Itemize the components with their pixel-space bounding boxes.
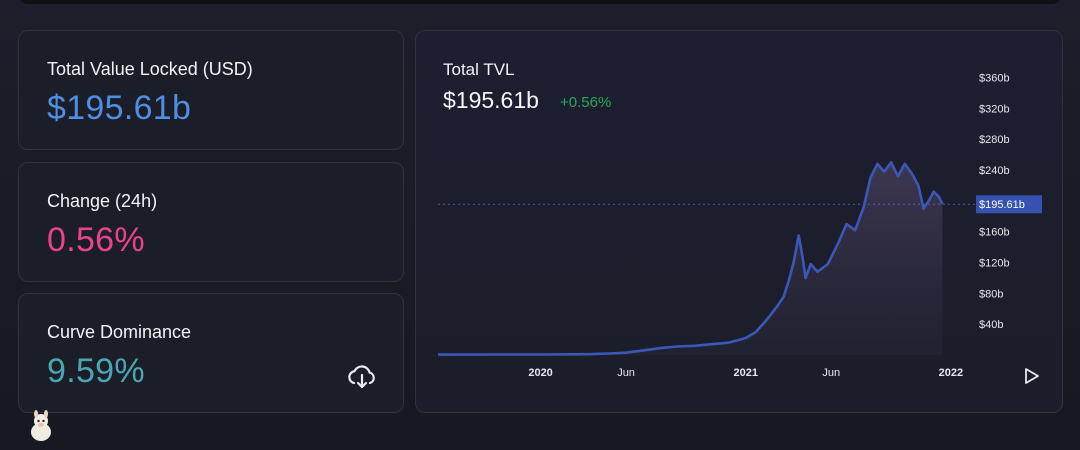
y-tick-label: $280b (979, 134, 1010, 146)
y-tick-label: $120b (979, 258, 1010, 270)
y-tick-label: $80b (979, 288, 1003, 300)
tvl-value: $195.61b (47, 89, 192, 127)
y-tick-label: $360b (979, 73, 1010, 85)
tvl-label: Total Value Locked (USD) (47, 59, 253, 79)
tvl-chart: $195.61b $360b $320b $280b $240b $160b $120b $… (437, 73, 1042, 379)
x-tick-label: Jun (822, 367, 840, 379)
y-tick-label: $160b (979, 227, 1010, 239)
y-tick-label: $40b (979, 319, 1003, 331)
tvl-series-line (437, 161, 944, 356)
chart-title: Total TVL (443, 60, 515, 79)
x-tick-label: 2021 (733, 367, 757, 379)
change-label: Change (24h) (47, 191, 158, 211)
x-tick-label: 2020 (528, 367, 552, 379)
tvl-chart-card: $195.61b $360b $320b $280b $240b $160b $120b $… (415, 30, 1063, 413)
chart-change: +0.56% (560, 94, 612, 111)
dominance-label: Curve Dominance (47, 322, 192, 342)
x-tick-label: 2022 (939, 367, 963, 379)
current-value-badge (976, 195, 1042, 214)
chart-current-value: $195.61b (443, 87, 539, 113)
play-icon[interactable] (1024, 367, 1040, 385)
llama-mascot-icon (31, 410, 51, 441)
dominance-card: Curve Dominance 9.59% (18, 293, 404, 413)
x-tick-label: Jun (617, 367, 635, 379)
y-tick-label: $240b (979, 165, 1010, 177)
change-value: 0.56% (47, 221, 145, 259)
y-tick-label: $320b (979, 103, 1010, 115)
change-card: Change (24h) 0.56% (18, 162, 404, 282)
tvl-card: Total Value Locked (USD) $195.61b (18, 30, 404, 150)
current-value-badge-label: $195.61b (979, 199, 1025, 211)
tvl-area (438, 162, 943, 355)
top-bar (18, 0, 1062, 4)
cloud-download-icon[interactable] (347, 364, 377, 390)
dominance-value: 9.59% (47, 352, 145, 390)
